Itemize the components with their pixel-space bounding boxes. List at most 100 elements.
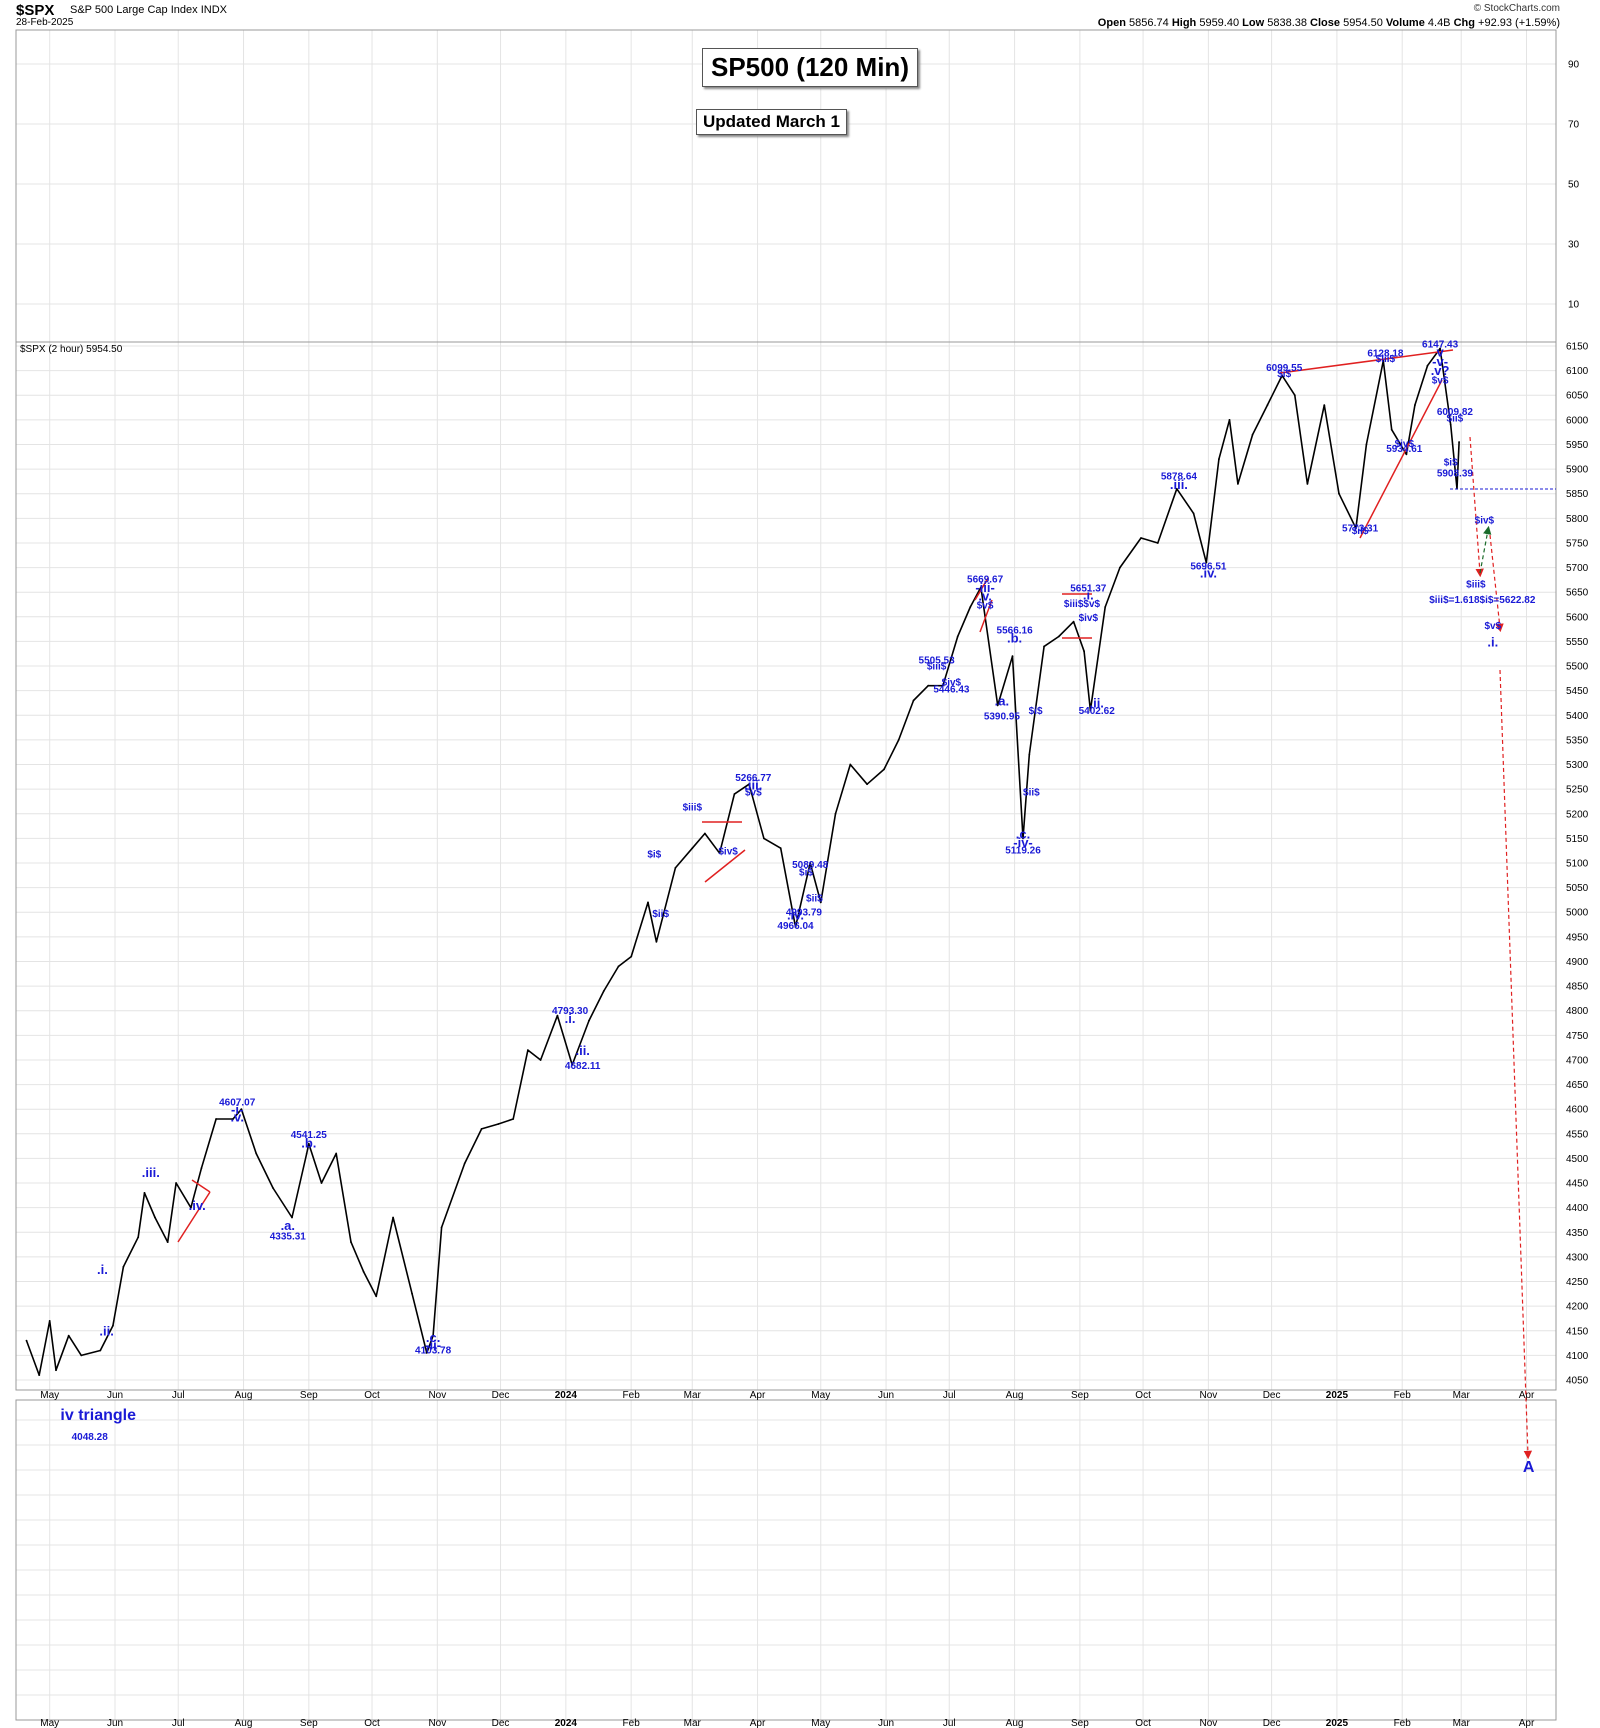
price-point [1390, 428, 1393, 431]
price-point [883, 768, 885, 771]
lower-labels: iv triangle 4048.28 A [60, 1407, 1534, 1476]
wave-label: 6147.43 [1422, 339, 1459, 350]
price-point [1237, 483, 1239, 485]
price-point [1306, 483, 1309, 485]
chart-title-box: SP500 (120 Min) [702, 48, 918, 87]
price-point [1011, 655, 1014, 658]
price-point [411, 1292, 413, 1295]
x-tick-label-bottom: 2024 [555, 1718, 578, 1728]
price-point [1089, 709, 1092, 712]
price-point [1338, 492, 1340, 495]
price-point [1083, 650, 1085, 653]
price-point [1458, 441, 1460, 443]
price-point [1382, 359, 1385, 362]
y-tick-label: 4400 [1566, 1203, 1589, 1214]
x-tick-label-bottom: Apr [750, 1718, 766, 1728]
price-point [190, 1206, 192, 1209]
price-point [112, 1324, 114, 1327]
wave-label: 5878.64 [1161, 472, 1198, 483]
price-point [512, 1118, 515, 1120]
wave-label: .b. [1007, 630, 1022, 645]
price-point [307, 1142, 310, 1145]
wave-label: .a. [281, 1218, 295, 1233]
wave-label: -ii- [425, 1338, 441, 1353]
y-tick-label: 5400 [1566, 711, 1589, 722]
wave-label: $v$ [745, 788, 762, 799]
y-tick-label: 5700 [1566, 563, 1589, 574]
price-point [748, 783, 750, 786]
wave-label: .ii. [1089, 695, 1103, 710]
price-point [897, 739, 900, 741]
price-point [956, 635, 959, 638]
wave-label: 6009.82 [1437, 407, 1474, 418]
wave-label: $i$ [1029, 706, 1043, 717]
y-tick-label: 4450 [1566, 1179, 1589, 1190]
lower-panel-frame [15, 1399, 1557, 1721]
high-value: 5959.40 [1199, 17, 1240, 29]
price-point [733, 793, 736, 795]
x-tick-label: Nov [1199, 1390, 1217, 1401]
price-line-0 [25, 347, 1460, 1376]
wave-label: 5266.77 [735, 773, 772, 784]
price-point [463, 1162, 466, 1165]
x-tick-label-bottom: 2025 [1326, 1718, 1349, 1728]
upper-y-tick-label: 90 [1568, 60, 1580, 71]
price-point [819, 901, 822, 904]
y-tick-label: 4300 [1566, 1252, 1589, 1263]
x-tick-label: Apr [750, 1390, 766, 1401]
price-point [556, 1014, 559, 1017]
price-point [232, 1118, 234, 1120]
wave-label: 4993.79 [786, 907, 823, 918]
chg-value: +92.93 (+1.59%) [1478, 17, 1560, 29]
wave-label: -v- [1432, 354, 1448, 369]
price-point [38, 1374, 41, 1376]
y-tick-label: 6000 [1566, 415, 1589, 426]
x-tick-label-bottom: Aug [235, 1718, 253, 1728]
price-point [1156, 542, 1159, 544]
wave-label: 5908.39 [1437, 469, 1474, 480]
price-point [255, 1152, 258, 1155]
ticker-name: S&P 500 Large Cap Index INDX [70, 4, 227, 16]
wave-label: .i. [97, 1262, 108, 1277]
price-point [272, 1187, 274, 1189]
wave-label: $v$ [977, 600, 994, 611]
x-tick-label: Jul [172, 1390, 185, 1401]
price-point [432, 1334, 434, 1337]
trendline-triangle-1 [177, 1191, 211, 1243]
x-tick-label: Apr [1519, 1390, 1535, 1401]
panel-frames [15, 29, 1557, 1721]
x-tick-label-bottom: Nov [428, 1718, 446, 1728]
chart-date: 28-Feb-2025 [16, 17, 74, 28]
price-point [527, 1049, 529, 1051]
y-tick-label: 5950 [1566, 440, 1589, 451]
y-tick-label: 4950 [1566, 932, 1589, 943]
x-tick-label: Oct [364, 1390, 380, 1401]
wave-label: $iv$ [718, 847, 738, 858]
wave-label: .b. [301, 1136, 316, 1151]
projection-arrows [1469, 436, 1533, 1460]
price-point [154, 1216, 156, 1219]
price-point [143, 1192, 146, 1194]
y-tick-label: 4850 [1566, 982, 1589, 993]
projection-arrow-2 [1479, 525, 1492, 574]
price-point [718, 852, 721, 855]
y-tick-label: 5800 [1566, 514, 1589, 525]
y-tick-label: 5350 [1566, 735, 1589, 746]
wave-label: 5089.48 [792, 860, 829, 871]
wave-label: $iii$ [1466, 579, 1486, 590]
y-tick-label: 5200 [1566, 809, 1589, 820]
wave-label: $iv$ [1395, 439, 1415, 450]
price-point [215, 1118, 218, 1120]
price-point [1028, 753, 1031, 756]
y-tick-label: 4750 [1566, 1031, 1589, 1042]
wave-label: 4541.25 [291, 1130, 328, 1141]
wave-label: .v? [1431, 363, 1450, 378]
wave-label: .i. [565, 1011, 576, 1026]
price-point [1104, 606, 1107, 608]
wave-label: 4103.78 [415, 1346, 452, 1357]
wave-label: $i$ [799, 867, 813, 878]
x-tick-label-bottom: Feb [1394, 1718, 1412, 1728]
high-label: High [1171, 17, 1197, 29]
price-point [375, 1295, 378, 1298]
wave-label: 5119.26 [1005, 846, 1041, 857]
